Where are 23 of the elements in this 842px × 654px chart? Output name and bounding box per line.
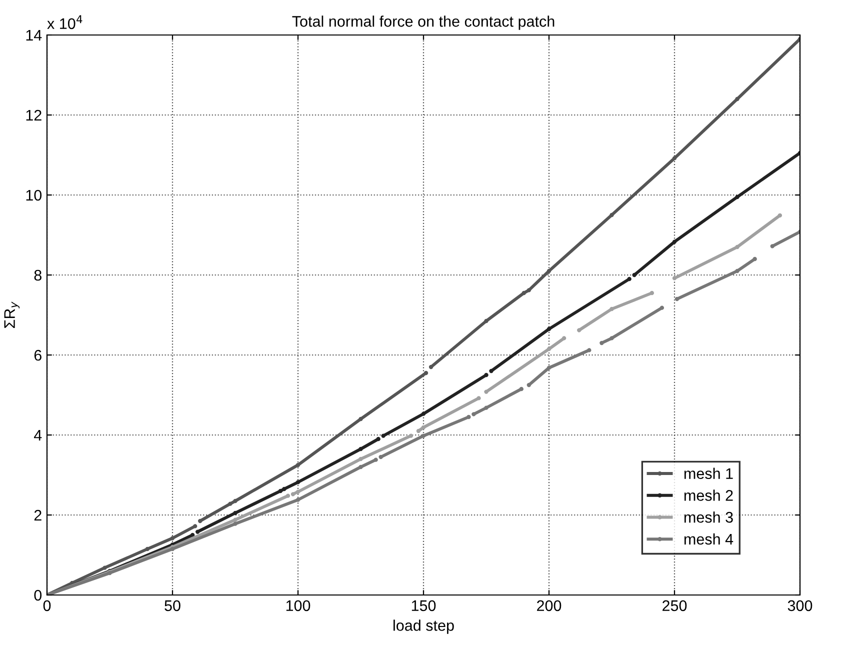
- chart-title: Total normal force on the contact patch: [292, 16, 554, 30]
- text: x 10$^{4}$: [47, 15, 82, 30]
- legend-label: mesh 3: [684, 512, 733, 523]
- y-tick-label: 6: [34, 350, 42, 361]
- x-tick-label: 50: [164, 600, 180, 612]
- y-tick-label: 4: [34, 430, 42, 441]
- x-tick-label: 200: [537, 600, 562, 612]
- x-tick-label: 100: [286, 600, 310, 612]
- x-tick-label: 300: [788, 600, 812, 612]
- y-tick-label: 0: [34, 590, 42, 601]
- y-axis-title: ΣR$_{y}$: [4, 302, 20, 328]
- x-tick-label: 0: [43, 600, 51, 612]
- legend-label: mesh 2: [684, 490, 733, 501]
- x-tick-label: 150: [412, 600, 436, 612]
- y-tick-label: 14: [26, 30, 42, 41]
- x-axis-title: load step: [394, 620, 454, 634]
- y-tick-label: 10: [26, 190, 42, 201]
- legend-label: mesh 1: [684, 468, 733, 479]
- legend-label: mesh 4: [684, 533, 734, 545]
- x-tick-label: 250: [662, 600, 687, 612]
- y-tick-label: 8: [34, 270, 42, 281]
- y-tick-label: 12: [26, 110, 42, 121]
- y-tick-label: 2: [34, 510, 42, 521]
